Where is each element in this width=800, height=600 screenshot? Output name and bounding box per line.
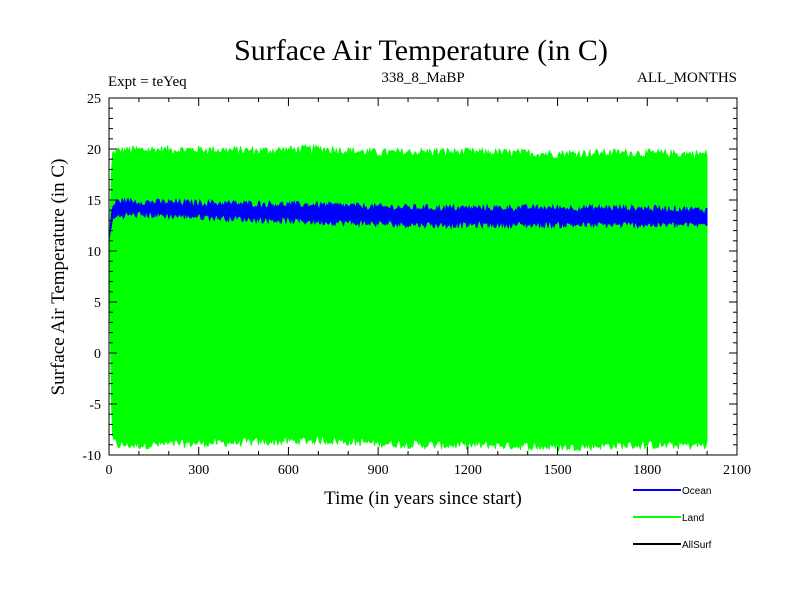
y-tick-label: 25 bbox=[87, 92, 101, 107]
x-tick-label: 1800 bbox=[633, 463, 661, 478]
x-tick-label: 600 bbox=[278, 463, 299, 478]
y-tick-label: 15 bbox=[87, 194, 101, 209]
x-tick-label: 1500 bbox=[544, 463, 572, 478]
x-tick-label: 300 bbox=[188, 463, 209, 478]
legend: Ocean Land AllSurf bbox=[633, 486, 712, 551]
y-tick-label: 10 bbox=[87, 245, 101, 260]
plot-area bbox=[108, 144, 708, 453]
x-tick-label: 900 bbox=[368, 463, 389, 478]
y-tick-label: 5 bbox=[94, 296, 101, 311]
legend-label-allsurf: AllSurf bbox=[682, 540, 712, 551]
period-label: 338_8_MaBP bbox=[381, 70, 464, 86]
y-tick-label: 0 bbox=[94, 347, 101, 362]
x-tick-label: 0 bbox=[106, 463, 113, 478]
x-axis-label: Time (in years since start) bbox=[324, 488, 522, 509]
plot-frame bbox=[108, 97, 738, 456]
series-band-land bbox=[108, 144, 708, 453]
chart-title: Surface Air Temperature (in C) bbox=[234, 34, 608, 67]
series-band-ocean bbox=[108, 197, 708, 241]
y-tick-label: -5 bbox=[89, 398, 101, 413]
months-label: ALL_MONTHS bbox=[637, 70, 737, 86]
y-axis-label: Surface Air Temperature (in C) bbox=[48, 159, 69, 396]
legend-label-land: Land bbox=[682, 513, 704, 524]
x-tick-label: 2100 bbox=[723, 463, 751, 478]
x-tick-label: 1200 bbox=[454, 463, 482, 478]
axes: 0 300 600 900 1200 1500 1800 2100 25 20 15 10 5 0 -5 -1… bbox=[82, 92, 751, 478]
y-tick-label: 20 bbox=[87, 143, 101, 158]
legend-label-ocean: Ocean bbox=[682, 486, 711, 497]
experiment-label: Expt = teYeq bbox=[108, 74, 187, 90]
y-tick-label: -10 bbox=[82, 449, 101, 464]
